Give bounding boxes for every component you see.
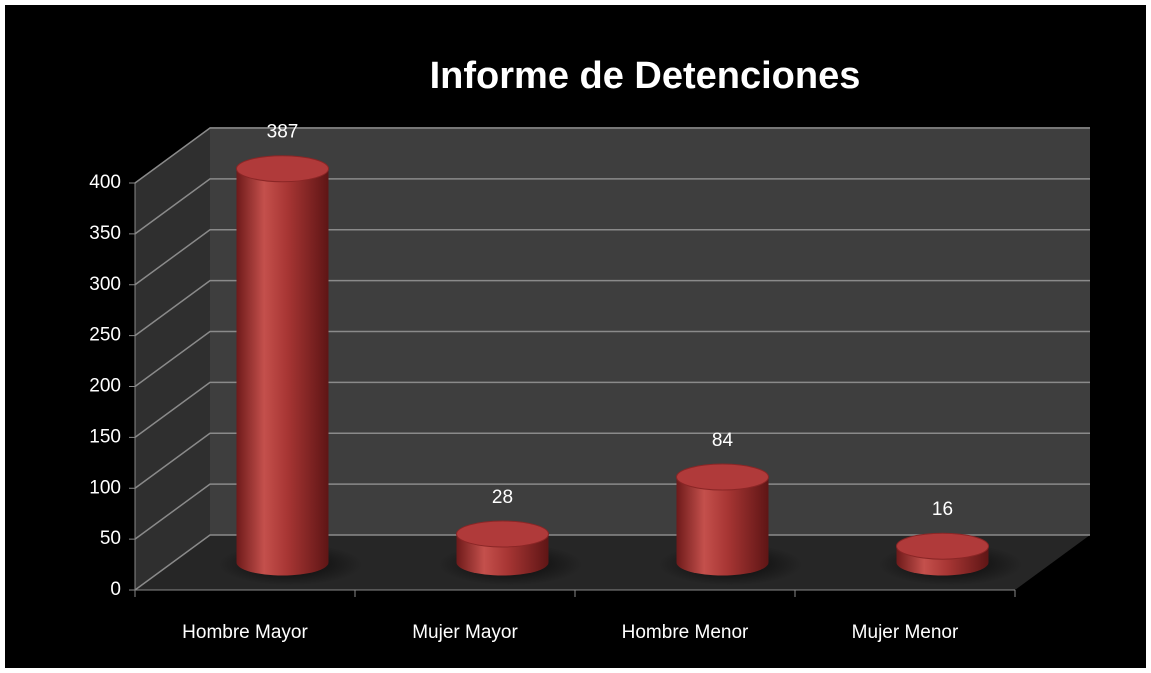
- y-tick-label: 250: [89, 325, 121, 346]
- bar-top: [896, 532, 989, 560]
- y-tick-label: 100: [89, 477, 121, 498]
- grid-line: [134, 534, 1090, 591]
- bar-top: [456, 520, 549, 548]
- value-label: 16: [932, 499, 953, 520]
- y-tick-label: 200: [89, 376, 121, 397]
- value-label: 28: [492, 487, 513, 508]
- y-tick-label: 150: [89, 426, 121, 447]
- y-tick-label: 300: [89, 274, 121, 295]
- value-label: 387: [267, 122, 299, 143]
- grid-line: [134, 229, 1090, 286]
- bar-body: [676, 477, 769, 576]
- y-tick-label: 350: [89, 223, 121, 244]
- bar-top: [236, 155, 329, 183]
- grid-line: [134, 432, 1090, 489]
- floor: [135, 535, 1090, 590]
- grid-line: [134, 483, 1090, 540]
- grid-line: [134, 127, 1090, 184]
- grid-line: [134, 330, 1090, 388]
- bar: [896, 532, 989, 576]
- x-tick-label: Hombre Menor: [622, 622, 749, 643]
- bar-top: [676, 463, 769, 491]
- y-tick-label: 0: [110, 579, 121, 600]
- grid-line: [134, 178, 1090, 235]
- x-tick-label: Mujer Mayor: [412, 622, 518, 643]
- bar: [236, 155, 329, 576]
- bar: [676, 463, 769, 576]
- y-tick-label: 400: [89, 172, 121, 193]
- chart-title: Informe de Detenciones: [430, 55, 861, 97]
- grid-line: [134, 381, 1090, 438]
- grid-line: [134, 279, 1090, 337]
- y-tick-label: 50: [100, 528, 121, 549]
- bar-body: [236, 168, 329, 576]
- bar: [456, 520, 549, 576]
- value-label: 84: [712, 430, 734, 451]
- x-tick-label: Mujer Menor: [852, 622, 959, 643]
- x-tick-label: Hombre Mayor: [182, 622, 308, 643]
